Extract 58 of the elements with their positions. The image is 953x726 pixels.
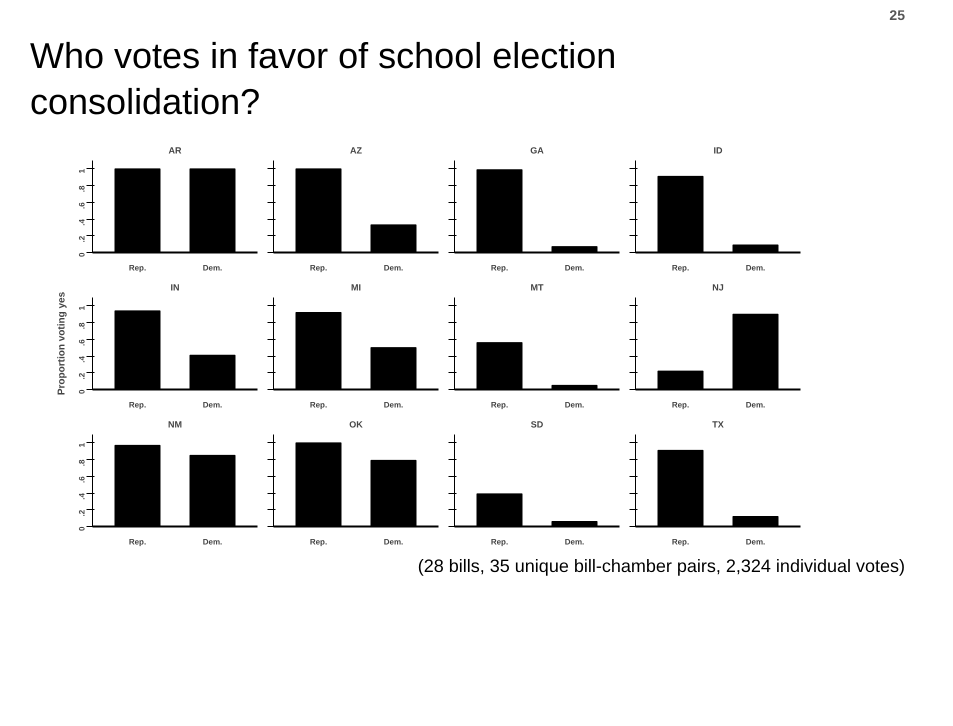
x-tick-label: Rep. xyxy=(310,264,328,272)
y-tick-label: .4 xyxy=(78,492,86,500)
x-tick-label: Dem. xyxy=(384,538,404,546)
x-tick-label: Dem. xyxy=(746,538,766,546)
x-tick-label: Dem. xyxy=(746,264,766,272)
y-tick-label: .2 xyxy=(78,372,86,380)
y-tick-label: .2 xyxy=(78,509,86,516)
x-tick-label: Dem. xyxy=(384,400,404,410)
y-tick-label: 0 xyxy=(78,526,86,531)
chart-title: NJ xyxy=(712,282,724,292)
x-tick-label: Rep. xyxy=(490,538,508,546)
x-tick-label: Rep. xyxy=(310,400,328,410)
text: Who votes in favor of school election consolidation? xyxy=(30,34,618,124)
chart-title: GA xyxy=(530,146,544,156)
y-tick-label: 1 xyxy=(78,168,86,174)
y-axis-title: Proportion voting yes xyxy=(56,291,68,396)
x-tick-label: Dem. xyxy=(202,538,222,546)
y-tick-label: .8 xyxy=(78,322,86,330)
x-tick-label: Rep. xyxy=(490,400,508,410)
chart-title: SD xyxy=(530,420,544,430)
chart-title: MI xyxy=(351,282,361,292)
chart-title: IN xyxy=(170,282,180,292)
x-tick-label: Rep. xyxy=(128,264,146,272)
x-tick-label: Rep. xyxy=(672,538,690,546)
chart-title: MT xyxy=(530,282,544,292)
chart-title: ID xyxy=(714,146,723,156)
x-tick-label: Dem. xyxy=(384,264,404,272)
y-tick-label: .4 xyxy=(78,218,86,226)
y-tick-label: .4 xyxy=(78,355,86,363)
y-tick-label: 0 xyxy=(78,388,86,394)
chart-title: NM xyxy=(168,420,182,430)
x-tick-label: Dem. xyxy=(564,264,584,272)
y-tick-label: 1 xyxy=(78,442,86,448)
y-tick-label: .8 xyxy=(78,185,86,192)
x-tick-label: Rep. xyxy=(672,264,690,272)
y-tick-label: 1 xyxy=(78,305,86,310)
x-tick-label: Dem. xyxy=(202,400,222,410)
y-tick-label: .6 xyxy=(78,202,86,209)
y-tick-label: .8 xyxy=(78,459,86,466)
y-tick-label: .6 xyxy=(78,338,86,346)
y-tick-label: .2 xyxy=(78,235,86,242)
x-tick-label: Dem. xyxy=(564,538,584,546)
y-tick-label: 0 xyxy=(78,252,86,257)
x-tick-label: Rep. xyxy=(128,400,146,410)
x-tick-label: Rep. xyxy=(310,538,328,546)
x-tick-label: Dem. xyxy=(746,400,766,410)
chart-title: AZ xyxy=(350,146,362,156)
chart-title: TX xyxy=(712,420,724,430)
x-tick-label: Rep. xyxy=(128,538,146,546)
chart-title: AR xyxy=(168,146,182,156)
x-tick-label: Rep. xyxy=(490,264,508,272)
text: (28 bills, 35 unique bill-chamber pairs, 2,324 individual votes) xyxy=(418,555,905,578)
chart-title: OK xyxy=(349,420,364,430)
text: 25 xyxy=(889,6,905,25)
y-tick-label: .6 xyxy=(78,476,86,483)
x-tick-label: Dem. xyxy=(564,400,584,410)
x-tick-label: Rep. xyxy=(672,400,690,410)
x-tick-label: Dem. xyxy=(202,264,222,272)
